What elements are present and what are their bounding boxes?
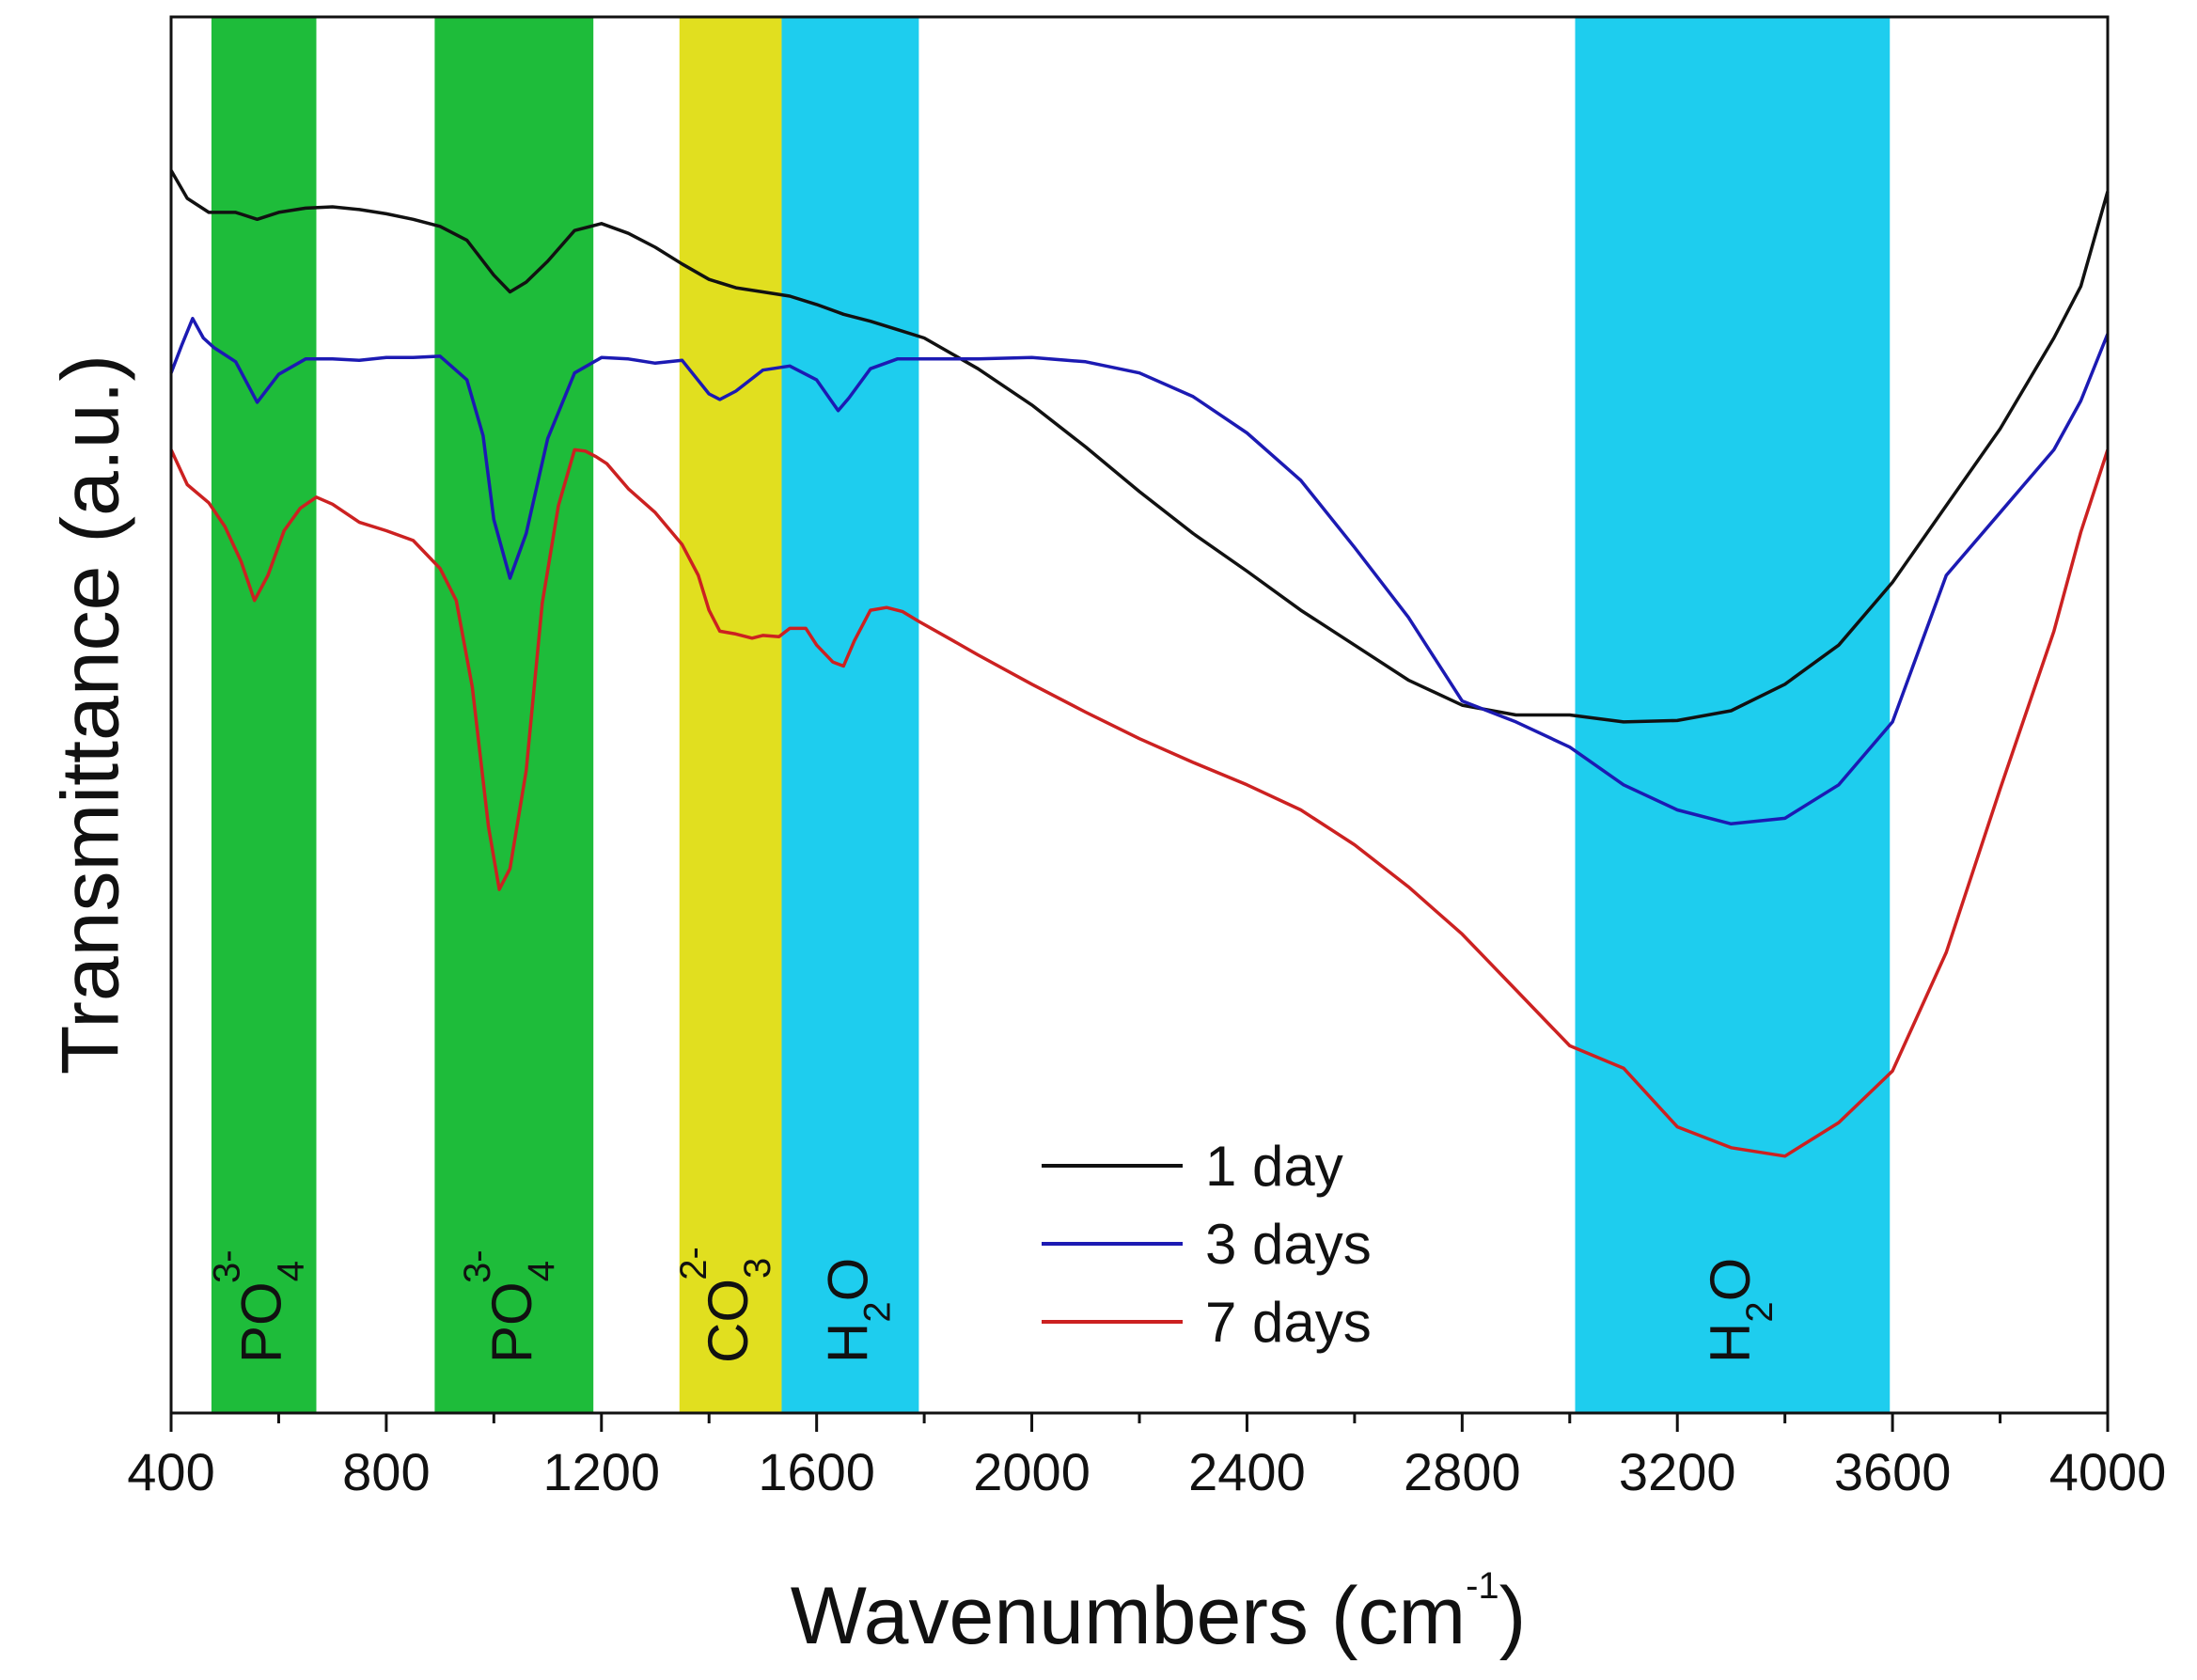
x-tick-label: 2400 <box>1188 1442 1306 1501</box>
series-line-3-days <box>169 317 2110 826</box>
band-h2o-1-label-tail: O <box>816 1258 879 1302</box>
band-h2o-2-label-tail: O <box>1699 1258 1762 1302</box>
band-co3-label: CO3 2- <box>673 1247 778 1363</box>
x-tick-label: 800 <box>342 1442 430 1501</box>
bands-layer <box>211 17 1891 1413</box>
band-h2o-2 <box>1575 17 1891 1413</box>
x-tick-label: 3200 <box>1619 1442 1736 1501</box>
band-po4-2-label: PO4 3- <box>457 1249 562 1363</box>
x-tick-label: 1600 <box>758 1442 875 1501</box>
y-axis-title: Transmittance (a.u.) <box>46 354 136 1075</box>
x-tick-label: 3600 <box>1834 1442 1952 1501</box>
band-co3-label-base: CO <box>697 1279 760 1363</box>
band-po4-1-label-sup: 3- <box>207 1249 248 1283</box>
band-h2o-2-label: H2O <box>1699 1258 1781 1363</box>
x-axis-title-main: Wavenumbers (cm <box>791 1571 1466 1661</box>
series-line-1-day <box>169 169 2110 724</box>
band-po4-1-label-base: PO <box>230 1281 293 1363</box>
band-h2o-1-label-base: H <box>816 1323 879 1363</box>
band-h2o-1 <box>781 17 919 1413</box>
series-line-7-days <box>169 447 2110 1158</box>
series-layer <box>169 169 2110 1158</box>
band-co3-label-sup: 2- <box>673 1247 714 1280</box>
legend-label-3-days: 3 days <box>1205 1213 1372 1276</box>
x-tick-label: 400 <box>127 1442 214 1501</box>
band-po4-1-label-sub: 4 <box>271 1261 312 1281</box>
band-h2o-2-label-sub: 2 <box>1739 1301 1781 1322</box>
x-tick-label: 1200 <box>542 1442 660 1501</box>
band-h2o-1-label-sub: 2 <box>856 1301 898 1322</box>
band-h2o-2-label-base: H <box>1699 1323 1762 1363</box>
band-po4-2 <box>434 17 594 1413</box>
x-tick-label: 2000 <box>973 1442 1091 1501</box>
band-co3-label-sub: 3 <box>737 1258 778 1279</box>
x-axis-title-close: ) <box>1499 1571 1527 1661</box>
x-axis-title-sup: -1 <box>1466 1565 1499 1607</box>
x-tick-label: 2800 <box>1404 1442 1521 1501</box>
x-tick-label: 4000 <box>2049 1442 2167 1501</box>
band-po4-1-label: PO4 3- <box>207 1249 312 1363</box>
band-po4-2-label-base: PO <box>480 1281 543 1363</box>
legend: 1 day 3 days 7 days <box>1042 1135 1372 1354</box>
band-po4-2-label-sub: 4 <box>521 1261 562 1281</box>
ticks-layer: 400 800 1200 1600 2000 2400 2800 3200 3600 4000 <box>127 1413 2166 1501</box>
x-axis-title: Wavenumbers (cm-1) <box>791 1565 1527 1661</box>
band-co3 <box>679 17 782 1413</box>
legend-label-7-days: 7 days <box>1205 1291 1372 1354</box>
legend-label-1-day: 1 day <box>1205 1135 1343 1198</box>
band-h2o-1-label: H2O <box>816 1258 898 1363</box>
band-po4-1 <box>211 17 317 1413</box>
band-po4-2-label-sup: 3- <box>457 1249 498 1283</box>
